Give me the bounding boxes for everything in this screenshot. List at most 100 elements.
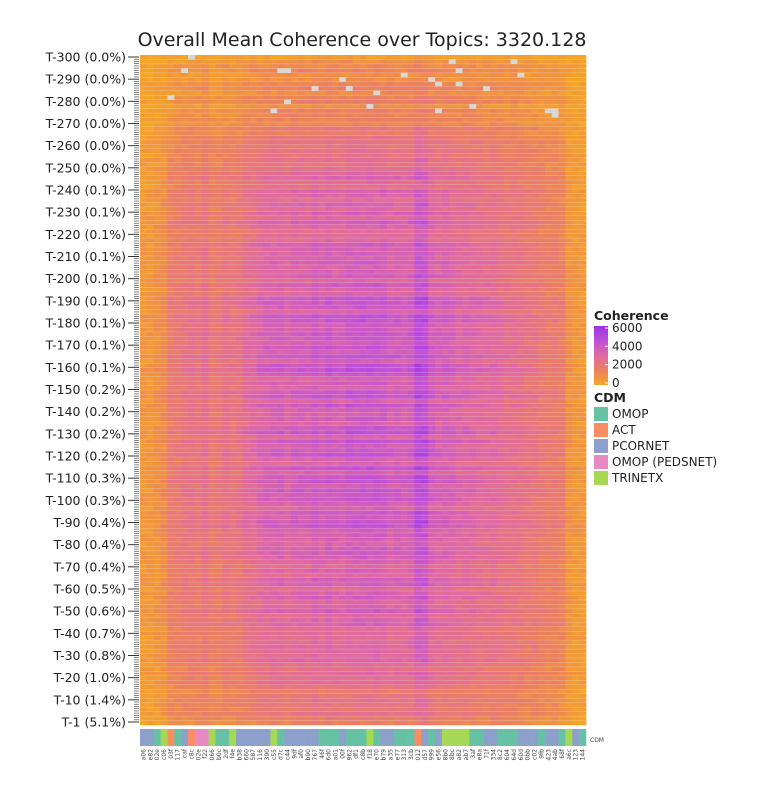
cdm-strip-cell (277, 729, 285, 746)
x-tick-label: c55 (271, 749, 278, 760)
x-tick-label: 123 (573, 749, 580, 761)
cdm-strip-cell (359, 729, 367, 746)
y-tick-label: T-140 (0.2%) (45, 404, 126, 419)
x-tick-label: 767 (312, 749, 319, 761)
y-tick-label: T-240 (0.1%) (45, 183, 126, 198)
cdm-strip-cell (215, 729, 223, 746)
chart-title: Overall Mean Coherence over Topics: 3320… (138, 29, 587, 51)
cdm-legend-label: OMOP (612, 407, 648, 421)
cdm-strip-cell (414, 729, 422, 746)
y-tick-label: T-170 (0.1%) (45, 338, 126, 353)
x-tick-label: a06 (140, 749, 147, 760)
y-tick-label: T-130 (0.2%) (45, 426, 126, 441)
cdm-strip-cell (428, 729, 436, 746)
x-tick-label: 3af (470, 748, 477, 758)
cdm-strip-cell (174, 729, 182, 746)
cdm-strip-cell (524, 729, 532, 746)
cdm-strip-cell (311, 729, 319, 746)
cdm-strip-cell (503, 729, 511, 746)
x-tick-label: 334 (490, 749, 497, 761)
x-tick-label: b0c (216, 749, 223, 760)
y-tick-label: T-110 (0.3%) (45, 471, 126, 486)
x-tick-label: b90 (305, 749, 312, 761)
x-tick-label: 2df (223, 748, 230, 759)
x-tick-label: 660 (243, 749, 250, 761)
colorbar-title: Coherence (594, 308, 669, 323)
x-tick-label: e56 (435, 749, 442, 761)
y-tick-label: T-280 (0.0%) (45, 94, 126, 109)
cdm-strip-cell (242, 729, 251, 746)
x-tick-label: b79 (381, 749, 388, 761)
x-tick-label: e70 (374, 749, 381, 761)
cdm-strip-cell (318, 729, 326, 746)
cdm-strip-cell (462, 729, 470, 746)
x-tick-label: f4e (230, 749, 237, 759)
cdm-legend-swatch (594, 423, 608, 437)
x-tick-label: df1 (353, 749, 360, 759)
x-tick-label: e8a (477, 749, 484, 761)
y-tick-label: T-40 (0.7%) (53, 626, 126, 641)
y-tick-label: T-120 (0.2%) (45, 449, 126, 464)
x-tick-label: 68f (559, 748, 566, 759)
y-tick-label: T-180 (0.1%) (45, 316, 126, 331)
x-tick-label: e77 (394, 749, 401, 761)
colorbar-tick-label: 4000 (612, 339, 643, 353)
x-tick-label: 02e (195, 749, 202, 761)
y-tick-label: T-160 (0.1%) (45, 360, 126, 375)
cdm-strip-cell (400, 729, 408, 746)
x-tick-label: d57 (422, 749, 429, 761)
cdm-strip-cell (332, 729, 340, 746)
cdm-legend-label: PCORNET (612, 439, 670, 453)
cdm-strip-cell (188, 729, 196, 746)
x-tick-label: f22 (202, 749, 209, 759)
cdm-strip-cell (387, 729, 395, 746)
y-tick-label: T-250 (0.0%) (45, 160, 126, 175)
x-tick-label: 71f (484, 748, 491, 759)
y-tick-label: T-60 (0.5%) (53, 582, 126, 597)
x-tick-label: af0 (298, 749, 305, 759)
y-tick-label: T-10 (1.4%) (53, 692, 126, 707)
cdm-legend-swatch (594, 439, 608, 453)
cdm-strip-cell (290, 729, 299, 746)
x-tick-label: 117 (175, 749, 182, 761)
x-tick-label: 962 (346, 749, 353, 761)
cdm-strip-cell (510, 729, 518, 746)
x-tick-label: 423 (545, 749, 552, 761)
cdm-strip-cell (448, 729, 456, 746)
cdm-legend-label: ACT (612, 423, 636, 437)
y-tick-label: T-20 (1.0%) (53, 670, 126, 685)
cdm-strip-cell (263, 729, 271, 746)
x-tick-label: 00f (339, 748, 346, 759)
y-tick-label: T-290 (0.0%) (45, 72, 126, 87)
x-tick-label: c02 (532, 749, 539, 760)
cdm-strip-cell (167, 729, 175, 746)
cdm-strip-cell (160, 729, 168, 746)
x-tick-label: 144 (580, 749, 587, 761)
x-tick-label: 6d0 (326, 749, 333, 761)
cdm-strip-cell (544, 729, 552, 746)
cdm-strip-cell (229, 729, 237, 746)
x-tick-label: 3cb (408, 749, 415, 760)
cdm-strip-cell (304, 729, 312, 746)
cdm-legend-swatch (594, 471, 608, 485)
x-tick-label: 999 (429, 749, 436, 761)
x-tick-label: 9fb (538, 749, 545, 759)
colorbar-gradient (594, 326, 608, 385)
y-axis: T-300 (0.0%) T-290 (0.0%) T-280 (0.0%) T-27… (45, 50, 139, 730)
x-tick-label: 8bc (449, 749, 456, 760)
x-tick-label: 604 (504, 749, 511, 761)
cdm-strip-cell (325, 729, 333, 746)
cdm-strip-cell (201, 729, 209, 746)
x-tick-label: 313 (401, 749, 408, 761)
cdm-strip-cell (373, 729, 381, 746)
cdm-strip-cell (579, 729, 587, 746)
y-tick-label: T-200 (0.1%) (45, 271, 126, 286)
x-tick-label: 60d (518, 749, 525, 761)
x-tick-label: caf (182, 748, 189, 758)
y-tick-label: T-80 (0.4%) (53, 537, 126, 552)
y-tick-label: T-100 (0.3%) (45, 493, 126, 508)
cdm-strip-cell (153, 729, 161, 746)
x-tick-label: 066 (209, 749, 216, 761)
x-tick-label: 9df (291, 748, 298, 759)
